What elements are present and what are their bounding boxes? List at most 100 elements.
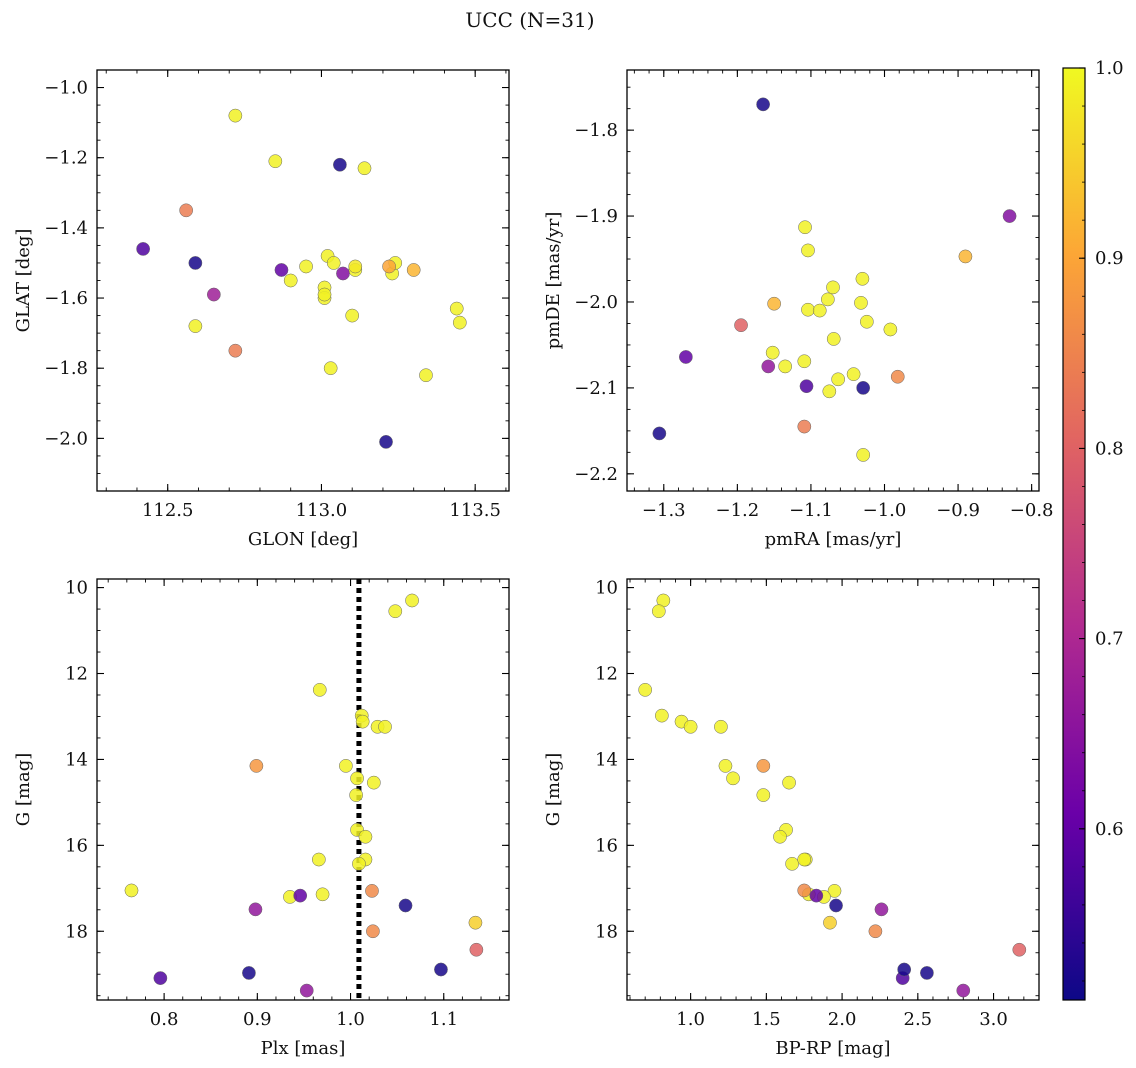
y-tick-label: 16 [595,835,618,856]
scatter-point [897,962,912,977]
scatter-point [274,263,289,277]
x-tick-label: 113.0 [296,500,348,521]
scatter-point [317,287,332,302]
scatter-point [366,924,380,939]
y-tick-label: 18 [595,921,618,942]
y-tick-label: −1.8 [574,120,618,141]
scatter-point [798,220,812,235]
scatter-point [823,915,837,930]
scatter-point [336,266,350,281]
scatter-point [124,883,139,898]
scatter-point [756,97,770,112]
scatter-point [388,604,403,619]
scatter-point [357,161,372,176]
scatter-point [874,902,889,917]
x-tick-label: 1.5 [752,1009,781,1030]
scatter-point [773,829,787,844]
x-tick-label: 0.8 [150,1009,179,1030]
scatter-point [326,256,341,270]
scatter-point [339,759,353,773]
scatter-point [378,719,392,734]
scatter-point [765,345,780,360]
colorbar-tick-label: 0.7 [1095,629,1124,650]
scatter-point [761,359,776,374]
y-tick-label: −1.4 [44,218,88,239]
x-tick-label: 112.5 [142,500,194,521]
scatter-point [136,242,150,256]
y-tick-label: 10 [595,578,618,599]
scatter-point [726,771,740,786]
scatter-point [821,292,835,307]
scatter-point [809,888,824,903]
scatter-point [379,435,393,449]
scatter-point [228,108,243,123]
scatter-point [846,367,861,382]
scatter-point [299,259,313,274]
scatter-point [349,788,363,802]
scatter-point [419,368,433,383]
scatter-point [868,924,883,939]
scatter-point [434,962,448,977]
scatter-point [293,888,308,903]
y-tick-label: 10 [65,578,88,599]
scatter-point [283,273,298,288]
scatter-point [826,332,841,346]
y-axis-label: GLAT [deg] [13,229,34,333]
colorbar-tick-label: 0.8 [1095,438,1124,459]
scatter-point [333,157,347,172]
scatter-point [249,759,264,773]
scatter-point [782,775,796,790]
x-tick-label: −0.9 [936,500,980,521]
scatter-point [883,322,898,337]
scatter-point [958,249,973,264]
scatter-point [797,419,812,434]
x-axis-label: BP-RP [mag] [775,1038,890,1059]
scatter-point [756,759,771,773]
y-tick-label: −1.9 [574,206,618,227]
scatter-point [826,280,840,295]
scatter-point [1002,209,1017,223]
scatter-point [683,719,698,734]
scatter-point [179,203,194,218]
scatter-point [920,966,934,980]
scatter-point [452,315,467,330]
plot-frame [96,578,510,1001]
panel-glon-glat: 112.5 113.0 113.5 −1.0 −1.2 −1.4 −1.6 −1.8 −2.0 G… [13,69,510,550]
scatter-point [405,593,419,608]
scatter-point [831,372,846,387]
x-tick-label: 3.0 [979,1009,1008,1030]
scatter-point [366,775,381,790]
scatter-point [1012,942,1027,957]
scatter-point [248,902,263,917]
scatter-point [268,154,283,169]
scatter-point [679,350,693,364]
panel-pmra-pmde: −1.3 −1.2 −1.1 −1.0 −0.9 −0.8 −1.8 −1.9 −2.0 −2.1… [543,69,1054,550]
scatter-point [206,287,221,302]
y-tick-label: −1.8 [44,358,88,379]
scatter-point [358,829,373,844]
panel-plx-g: 0.8 0.9 1.0 1.1 10 12 14 16 18 Plx [mas] G [mag] [13,578,510,1059]
scatter-point [890,369,905,384]
scatter-point [801,302,815,317]
scatter-point [778,359,793,374]
x-tick-label: 2.0 [828,1009,857,1030]
y-tick-label: −1.0 [44,78,88,99]
scatter-point [153,971,168,985]
scatter-point [855,271,870,286]
scatter-point [756,788,771,802]
scatter-point [188,256,203,270]
x-tick-label: −0.8 [1010,500,1054,521]
scatter-point [859,314,874,329]
scatter-point [854,295,868,310]
y-tick-label: 16 [65,835,88,856]
scatter-point [827,884,842,898]
scatter-point [767,296,781,311]
y-tick-label: −2.0 [574,292,618,313]
scatter-point [315,887,330,902]
y-tick-label: 14 [595,749,618,770]
scatter-point [638,682,653,697]
scatter-point [345,308,360,323]
scatter-point [469,942,484,957]
x-axis-label: Plx [mas] [261,1038,346,1059]
scatter-point [468,915,483,930]
